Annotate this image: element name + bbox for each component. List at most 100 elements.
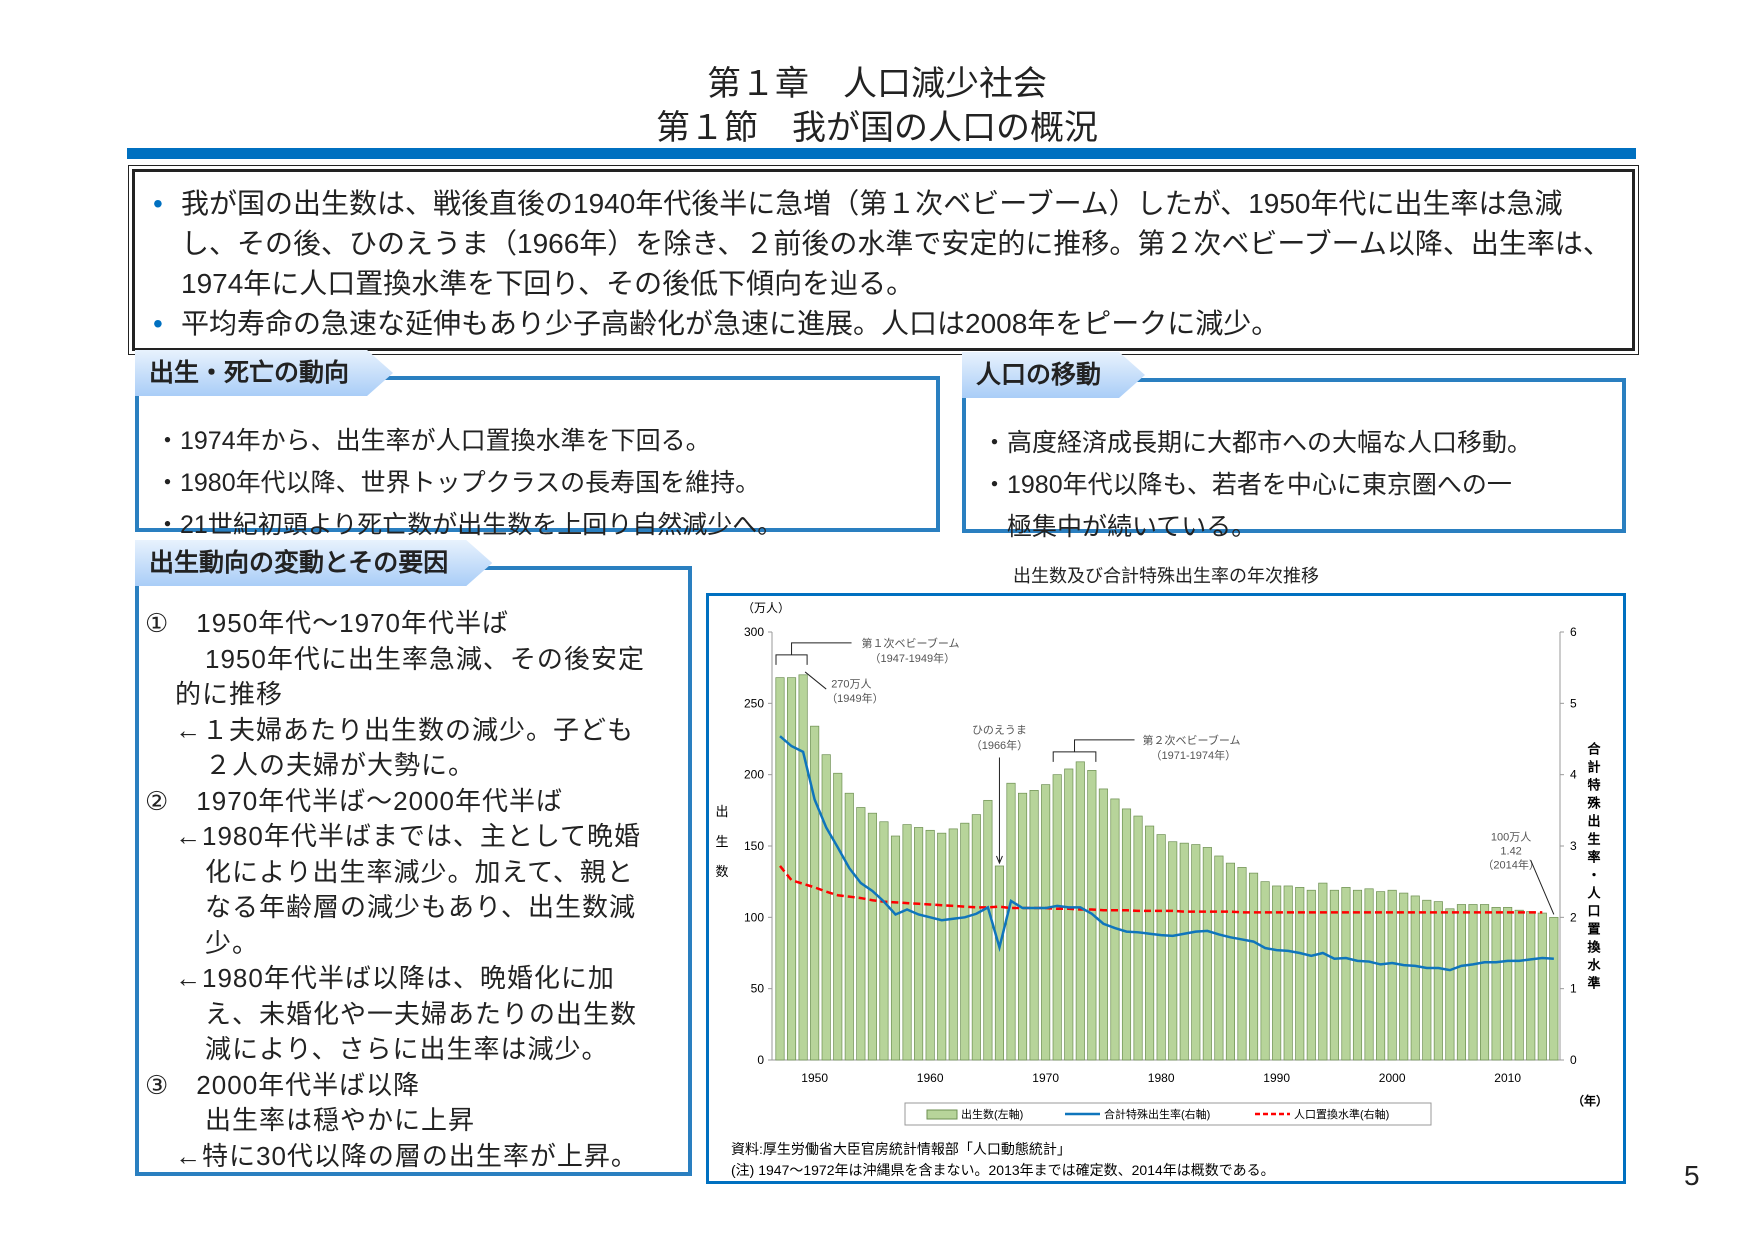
factors-panel: 出生動向の変動とその要因 ① 1950年代～1970年代半ば 1950年代に出生率…	[135, 566, 692, 1176]
x-tick-label: 1990	[1263, 1071, 1290, 1085]
annotation-latest: 100万人	[1491, 830, 1531, 843]
y-tick-label-left: 150	[744, 839, 764, 853]
bar-births	[879, 821, 889, 1061]
bar-births	[1191, 844, 1201, 1061]
panel-header: 出生動向の変動とその要因	[135, 540, 492, 586]
bar-births	[1168, 841, 1178, 1061]
y-axis-label-left-char: 数	[715, 864, 728, 879]
bar-births	[821, 754, 831, 1061]
page-number: 5	[1684, 1160, 1700, 1191]
factor-line: ←１夫婦あたり出生数の減少。子ども	[175, 714, 635, 745]
legend-swatch-births	[926, 1109, 958, 1120]
bar-births	[1225, 862, 1235, 1061]
bar-births	[1029, 790, 1039, 1061]
bar-births	[1422, 899, 1432, 1061]
y-axis-label-right-char: 合	[1587, 741, 1601, 756]
factor-line: ② 1970年代半ば～2000年代半ば	[145, 785, 563, 816]
bar-births	[833, 772, 843, 1061]
bar-births	[1376, 891, 1386, 1061]
list-item: ・1974年から、出生率が人口置換水準を下回る。	[155, 427, 711, 455]
bar-births	[1410, 895, 1420, 1061]
bar-births	[1156, 834, 1166, 1061]
bar-births	[856, 807, 866, 1061]
bar-births	[1329, 889, 1339, 1061]
annotation-hinoeuma: ひのえうま	[972, 723, 1027, 736]
y-axis-label-right-char: ・	[1587, 867, 1600, 882]
bar-births	[1237, 867, 1247, 1061]
bar-births	[1041, 784, 1051, 1061]
bar-births	[1283, 885, 1293, 1061]
y-axis-label-right-char: 換	[1587, 939, 1601, 954]
bar-births	[1006, 782, 1016, 1061]
y-tick-label-right: 2	[1570, 910, 1577, 924]
legend	[904, 1102, 1432, 1126]
births-fertility-chart: 0 50 100 150 200 250 300 0 1 2 3 4 5 6 1950 1960 1970 198…	[715, 601, 1608, 1178]
y-tick-label-left: 50	[751, 982, 765, 996]
bar-births	[1179, 842, 1189, 1061]
bar-births	[1479, 904, 1490, 1061]
bar-births	[1352, 889, 1363, 1061]
panel-header: 人口の移動	[962, 352, 1145, 398]
annotation-latest: 1.42	[1500, 845, 1521, 857]
bar-births	[1318, 882, 1328, 1061]
y-tick-label-left: 100	[744, 910, 764, 924]
bar-births	[786, 677, 797, 1061]
y-axis-label-right-char: 率	[1587, 849, 1600, 864]
arrow-peak	[804, 671, 827, 690]
bar-births	[971, 814, 981, 1061]
y-tick-label-left: 0	[757, 1053, 764, 1067]
y-axis-label-right-char: 出	[1587, 813, 1600, 828]
annotation-peak-year: （1949年）	[826, 691, 883, 705]
annotation-peak: 270万人	[831, 678, 871, 691]
x-tick-label: 2000	[1379, 1071, 1406, 1085]
bar-births	[1272, 885, 1282, 1061]
arrow-hinoeuma	[995, 757, 1003, 865]
y-tick-label-right: 4	[1570, 768, 1577, 782]
bar-births	[1145, 825, 1155, 1061]
factor-line: ←1980年代半ば以降は、晩婚化に加	[175, 963, 615, 993]
y-axis-label-right-char: 人	[1587, 885, 1601, 900]
migration-panel: 人口の移動 ・高度経済成長期に大都市への大幅な人口移動。 ・1980年代以降も、…	[962, 378, 1626, 541]
factor-line: 減により、さらに出生率は減少。	[205, 1034, 609, 1064]
factor-line: 出生率は穏やかに上昇	[205, 1105, 476, 1135]
list-item: ・1980年代以降も、若者を中心に東京圏への一	[982, 471, 1512, 499]
list-item: 極集中が続いている。	[982, 513, 1257, 541]
y-tick-label-right: 5	[1570, 696, 1577, 710]
bar-births	[1018, 792, 1028, 1061]
birth-death-panel: 出生・死亡の動向 ・1974年から、出生率が人口置換水準を下回る。 ・1980年…	[135, 376, 940, 539]
bar-births	[890, 835, 901, 1061]
y-axis-label-left-char: 出	[715, 804, 728, 819]
bar-births	[937, 832, 947, 1061]
bar-births	[1364, 888, 1374, 1061]
bar-births	[1295, 887, 1305, 1061]
summary-item: 平均寿命の急速な延伸もあり少子高齢化が急速に進展。人口は2008年をピークに減少…	[149, 304, 1618, 344]
x-axis-unit: （年）	[1572, 1093, 1608, 1108]
bar-births	[1445, 908, 1455, 1061]
y-unit-left: （万人）	[742, 601, 790, 615]
bar-births	[960, 822, 970, 1061]
annotation-boom2-years: （1971-1974年）	[1151, 748, 1237, 762]
y-axis-label-right-char: 殊	[1587, 795, 1601, 810]
y-tick-label-right: 1	[1570, 982, 1577, 996]
x-tick-label: 1970	[1032, 1071, 1059, 1085]
factor-line: ① 1950年代～1970年代半ば	[145, 608, 509, 638]
y-tick-label-right: 6	[1570, 625, 1577, 639]
chapter-title: 第１章 人口減少社会	[707, 65, 1047, 103]
annotation-boom1: 第１次ベビーブーム	[862, 636, 960, 650]
bar-births	[948, 828, 958, 1061]
line-fertility-rate	[779, 735, 1554, 972]
bar-births	[1526, 911, 1536, 1061]
bar-births	[1260, 881, 1270, 1061]
x-tick-label: 1960	[917, 1071, 944, 1085]
bar-births	[1399, 892, 1409, 1061]
summary-box: 我が国の出生数は、戦後直後の1940年代後半に急増（第１次ベビーブーム）したが、…	[128, 165, 1639, 355]
bar-births	[1064, 768, 1074, 1061]
panel-header: 出生・死亡の動向	[135, 350, 393, 396]
bar-births	[867, 812, 877, 1061]
annotation-boom2: 第２次ベビーブーム	[1143, 733, 1241, 747]
bar-births	[1491, 906, 1501, 1061]
chart-note: (注) 1947～1972年は沖縄県を含まない。2013年までは確定数、2014…	[731, 1162, 1275, 1178]
bar-births	[844, 792, 854, 1061]
factor-line: 少。	[205, 927, 260, 958]
legend-label: 出生数(左軸)	[961, 1107, 1023, 1121]
